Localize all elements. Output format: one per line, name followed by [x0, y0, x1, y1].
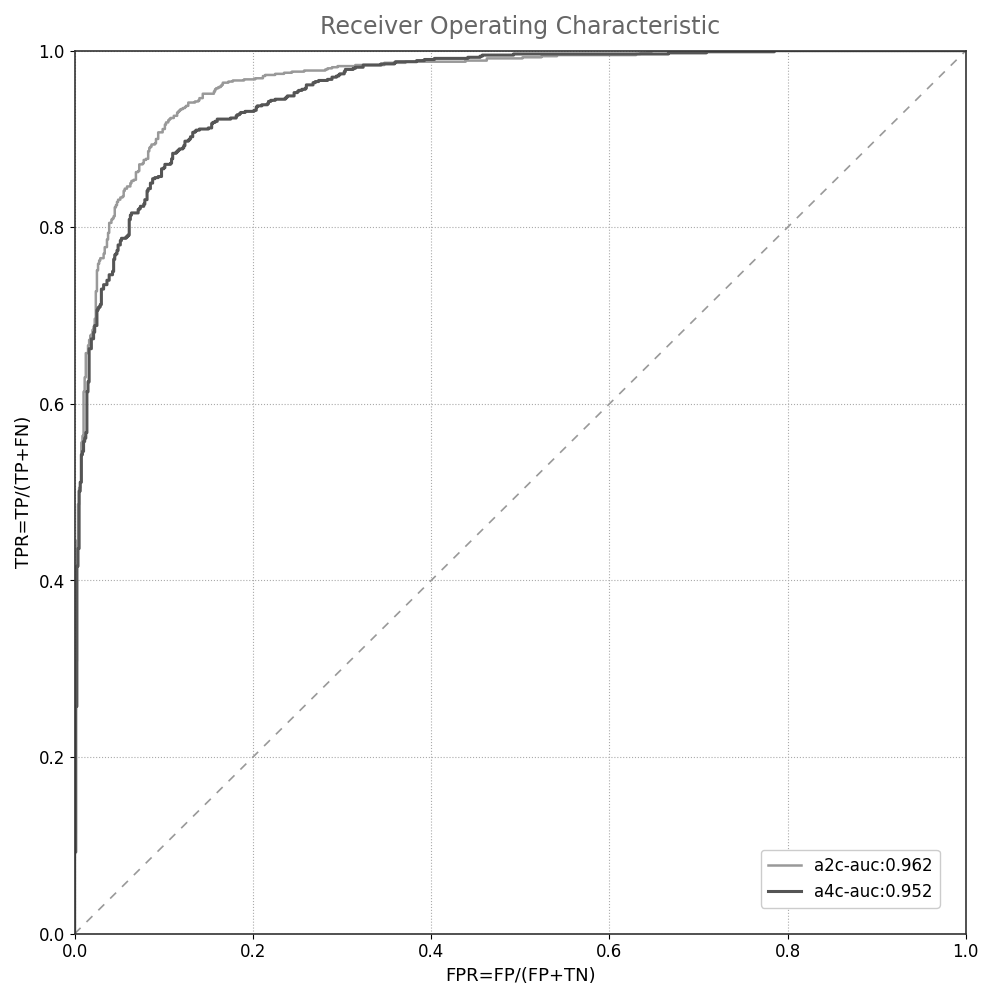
Line: a4c-auc:0.952: a4c-auc:0.952: [75, 51, 966, 934]
a2c-auc:0.962: [960, 45, 972, 57]
a2c-auc:0.962: [94, 254, 106, 266]
a4c-auc:0.952: [70, 820, 82, 832]
a2c-auc:0.962: [78, 396, 89, 408]
a4c-auc:0.952: [673, 47, 685, 59]
Title: Receiver Operating Characteristic: Receiver Operating Characteristic: [320, 15, 721, 39]
a2c-auc:0.962: [70, 820, 82, 832]
a2c-auc:0.962: [69, 928, 81, 940]
a2c-auc:0.962: [83, 334, 95, 346]
a4c-auc:0.952: [960, 45, 972, 57]
a4c-auc:0.952: [69, 928, 81, 940]
a2c-auc:0.962: [671, 45, 683, 57]
a4c-auc:0.952: [85, 336, 97, 348]
Line: a2c-auc:0.962: a2c-auc:0.962: [75, 51, 966, 934]
a2c-auc:0.962: [288, 66, 300, 78]
Y-axis label: TPR=TP/(TP+FN): TPR=TP/(TP+FN): [15, 416, 33, 568]
a2c-auc:0.962: [646, 45, 658, 57]
a4c-auc:0.952: [301, 79, 313, 91]
a4c-auc:0.952: [81, 399, 92, 411]
Legend: a2c-auc:0.962, a4c-auc:0.952: a2c-auc:0.962, a4c-auc:0.952: [761, 850, 939, 908]
X-axis label: FPR=FP/(FP+TN): FPR=FP/(FP+TN): [445, 967, 595, 985]
a4c-auc:0.952: [768, 45, 780, 57]
a4c-auc:0.952: [106, 267, 118, 279]
